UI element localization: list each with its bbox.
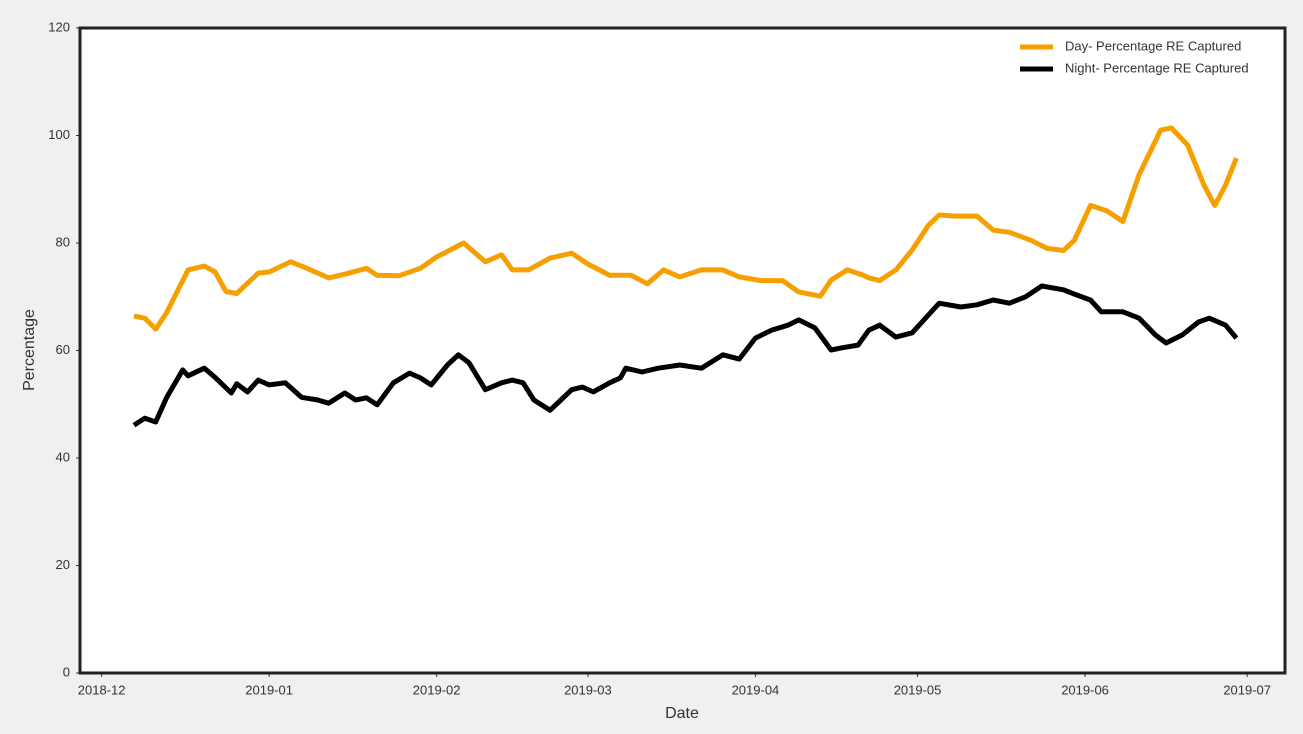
y-tick-label: 60 xyxy=(56,342,70,357)
x-tick-label: 2019-04 xyxy=(732,682,780,697)
x-tick-label: 2019-07 xyxy=(1223,682,1271,697)
y-tick-label: 100 xyxy=(48,127,70,142)
y-tick-label: 80 xyxy=(56,234,70,249)
x-tick-label: 2019-03 xyxy=(564,682,612,697)
y-tick-label: 20 xyxy=(56,557,70,572)
plot-area xyxy=(80,28,1285,673)
line xyxy=(132,283,1239,428)
x-tick-label: 2019-02 xyxy=(413,682,461,697)
x-tick-label: 2019-06 xyxy=(1061,682,1109,697)
plot-border xyxy=(78,26,1287,675)
line xyxy=(133,125,1239,332)
y-tick-label: 0 xyxy=(63,664,70,679)
legend-label: Night- Percentage RE Captured xyxy=(1065,60,1249,75)
x-axis-label: Date xyxy=(665,705,699,722)
x-tick-label: 2018-12 xyxy=(78,682,126,697)
y-axis-label: Percentage xyxy=(21,309,38,391)
x-tick-label: 2019-05 xyxy=(894,682,942,697)
y-tick-label: 40 xyxy=(56,449,70,464)
x-tick-label: 2019-01 xyxy=(245,682,293,697)
y-tick-label: 120 xyxy=(48,19,70,34)
legend-label: Day- Percentage RE Captured xyxy=(1065,38,1241,53)
